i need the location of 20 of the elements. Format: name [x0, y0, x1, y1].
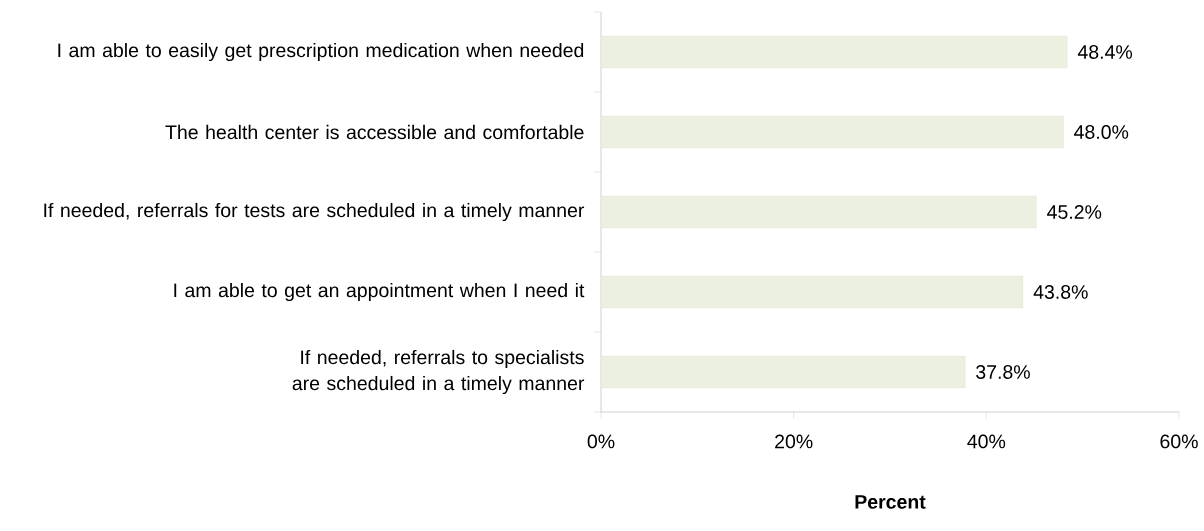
bar: [600, 275, 1024, 309]
x-tick-label: 20%: [775, 434, 813, 449]
x-tick-label: 60%: [1160, 434, 1198, 449]
bar: [600, 355, 966, 389]
y-tick-label: If needed, referrals to specialists are scheduled in a timely manner: [292, 349, 585, 395]
bar: [600, 115, 1064, 149]
x-tick-label: 0%: [587, 434, 615, 449]
data-label: 43.8%: [1033, 285, 1088, 299]
y-tick-label: The health center is accessible and comfortable: [165, 124, 584, 140]
data-label: 37.8%: [976, 365, 1030, 379]
y-tick-label: If needed, referrals for tests are scheduled in a timely manner: [44, 202, 585, 222]
bar: [600, 195, 1037, 229]
y-tick-label: I am able to get an appointment when I need it: [174, 282, 585, 302]
x-axis-title: Percent: [855, 495, 926, 509]
x-tick-label: 40%: [967, 434, 1006, 449]
data-label: 48.4%: [1077, 45, 1133, 59]
bar: [600, 35, 1068, 69]
y-tick-label: I am able to easily get prescription medication when needed: [58, 42, 584, 62]
data-label: 48.0%: [1074, 125, 1129, 139]
data-label: 45.2%: [1047, 205, 1102, 219]
